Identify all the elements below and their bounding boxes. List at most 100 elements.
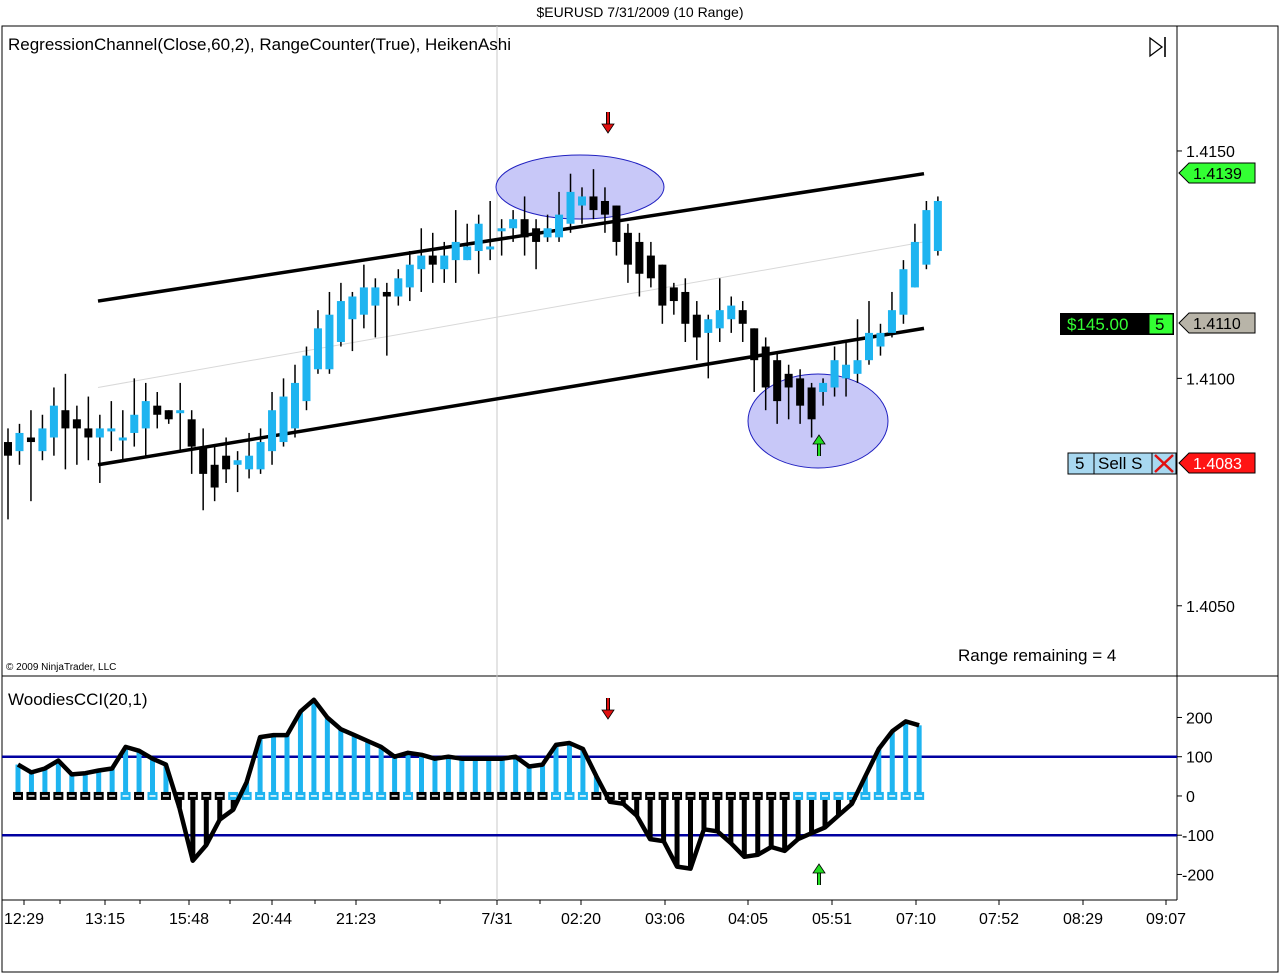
cci-zero-line <box>13 791 925 800</box>
time-tick-label: 03:06 <box>645 911 685 928</box>
ha-bar <box>268 392 277 465</box>
ha-bar <box>543 214 552 242</box>
sell-stop-order[interactable]: 5 Sell S 1.4083 <box>1067 452 1256 475</box>
cci-hist-bar <box>499 758 505 796</box>
highlight-ellipses <box>495 154 889 469</box>
cci-hist-bar <box>136 750 142 796</box>
bar-body <box>428 255 437 265</box>
cci-tick-label: 100 <box>1186 750 1213 767</box>
ha-bar <box>348 291 357 352</box>
ha-bar <box>704 314 713 379</box>
bar-body <box>807 387 816 420</box>
cci-buy-arrow-icon <box>812 863 826 885</box>
time-axis: 12:29 13:15 15:48 20:44 21:23 7/31 02:20 03:06 0… <box>4 900 1186 928</box>
cci-hist-bar <box>835 795 841 816</box>
ha-bar <box>578 187 586 224</box>
bar-body <box>141 401 150 429</box>
cci-hist-bar <box>230 795 236 810</box>
ha-bar <box>72 405 81 465</box>
bar-body <box>153 405 162 415</box>
bar-body <box>842 364 851 379</box>
bar-body <box>84 428 93 438</box>
bar-body <box>26 437 35 443</box>
ha-bar <box>819 378 828 406</box>
cci-hist-bar <box>163 764 169 796</box>
cci-hist-bar <box>324 717 330 796</box>
bar-body <box>4 442 12 456</box>
cci-hist-bar <box>741 795 747 857</box>
cci-hist-bar <box>795 795 801 840</box>
bar-body <box>463 246 472 261</box>
position-price-value: 1.4110 <box>1193 316 1241 333</box>
bar-body <box>451 241 460 261</box>
bar-body <box>72 419 81 429</box>
ha-bar <box>509 210 518 242</box>
bar-body <box>532 228 541 242</box>
ha-bar <box>176 382 185 452</box>
cci-hist-bar <box>822 795 828 828</box>
cci-hist-bar <box>634 795 640 816</box>
top-highlight-ellipse <box>495 154 665 220</box>
cci-hist-bar <box>15 764 21 796</box>
ha-bar <box>199 428 208 511</box>
cci-hist-bar <box>445 756 451 796</box>
bar-body <box>600 200 609 215</box>
bar-body <box>865 332 873 361</box>
ha-bar <box>566 173 575 233</box>
bar-body <box>118 437 127 441</box>
cci-hist-bar <box>419 754 424 796</box>
cci-tick-label: 200 <box>1186 710 1213 727</box>
time-tick-label: 21:23 <box>336 911 376 928</box>
cci-hist-bar <box>284 735 290 796</box>
ha-bar <box>773 351 782 424</box>
price-tick-label: 1.4050 <box>1186 599 1235 616</box>
cci-hist-bar <box>674 795 680 867</box>
bar-body <box>830 360 839 388</box>
last-price-tag: 1.4139 <box>1178 162 1256 184</box>
cci-hist-bar <box>150 758 155 796</box>
bar-body <box>704 319 713 333</box>
time-tick-label: 09:07 <box>1146 911 1186 928</box>
cci-hist-bar <box>553 744 559 796</box>
bar-body <box>715 310 724 329</box>
ha-bar <box>486 200 495 261</box>
ha-bar <box>440 241 449 283</box>
ha-bar <box>210 446 219 502</box>
ha-bar <box>727 296 736 333</box>
ha-bar <box>899 260 908 324</box>
last-price-value: 1.4139 <box>1193 166 1242 183</box>
price-tick-label: 1.4100 <box>1186 371 1235 388</box>
time-tick-label: 07:52 <box>979 911 1019 928</box>
window-title: $EURUSD 7/31/2009 (10 Range) <box>536 4 744 20</box>
cci-hist-bar <box>271 735 277 796</box>
bar-body <box>291 382 299 429</box>
bar-body <box>922 210 931 265</box>
time-tick-label: 04:05 <box>728 911 768 928</box>
cci-hist-bar <box>688 795 693 869</box>
scroll-end-icon[interactable] <box>1149 36 1166 58</box>
cci-sell-arrow-icon <box>601 698 615 720</box>
cci-hist-bar <box>459 758 465 796</box>
cci-hist-bar <box>257 737 263 796</box>
ha-bar <box>141 382 150 456</box>
ha-bar <box>658 264 667 324</box>
cci-hist-bar <box>28 772 34 796</box>
cancel-order-icon[interactable] <box>1151 452 1177 475</box>
ha-bar <box>612 205 621 256</box>
ha-bar <box>623 223 632 283</box>
bar-body <box>107 428 116 432</box>
ha-bar <box>796 369 805 424</box>
cci-hist-bar <box>916 725 922 796</box>
cci-hist-bar <box>513 756 519 796</box>
ha-bar <box>256 428 265 474</box>
copyright-text: © 2009 NinjaTrader, LLC <box>6 662 116 673</box>
bar-body <box>256 442 265 470</box>
position-marker[interactable]: $145.00 5 1.4110 <box>1060 312 1256 335</box>
cci-hist-bar <box>55 760 61 796</box>
ha-bar <box>692 301 701 361</box>
ha-bar <box>84 396 93 461</box>
bar-body <box>313 328 322 370</box>
bar-body <box>176 410 185 414</box>
bar-body <box>187 419 196 447</box>
